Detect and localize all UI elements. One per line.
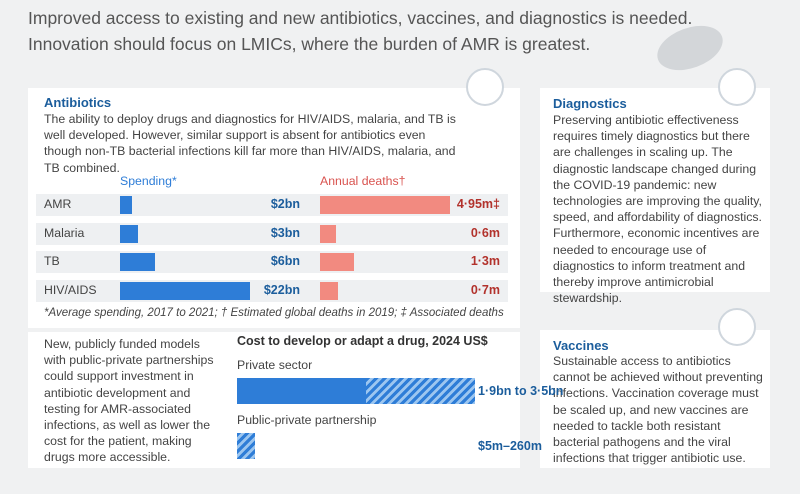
microscope-icon bbox=[718, 68, 756, 106]
value-label: 0·6m bbox=[470, 225, 500, 240]
panel-title: Vaccines bbox=[553, 338, 609, 353]
chart-title: Cost to develop or adapt a drug, 2024 US… bbox=[237, 334, 488, 348]
category-label: Public-private partnership bbox=[237, 413, 377, 427]
category-label: Private sector bbox=[237, 358, 313, 372]
value-label: $22bn bbox=[263, 282, 300, 297]
pill-icon bbox=[466, 68, 504, 106]
diagnostics-panel bbox=[540, 88, 770, 292]
category-label: AMR bbox=[44, 197, 72, 211]
value-label: 4·95m‡ bbox=[456, 197, 500, 211]
value-label: $5m–260m bbox=[478, 439, 542, 453]
series-label: Annual deaths† bbox=[320, 174, 406, 188]
value-label: 1·9bn to 3·5bn bbox=[478, 384, 564, 398]
value-label: $2bn bbox=[270, 197, 300, 211]
bar bbox=[320, 281, 339, 300]
bar bbox=[120, 196, 132, 214]
series-label: Spending* bbox=[120, 174, 177, 188]
value-label: $3bn bbox=[270, 225, 300, 240]
value-label: 0·7m bbox=[470, 282, 500, 297]
headline: Innovation should focus on LMICs, where … bbox=[28, 34, 591, 54]
bar bbox=[120, 281, 250, 300]
panel-text: The ability to deploy drugs and diagnost… bbox=[44, 112, 456, 175]
bar-solid bbox=[237, 378, 367, 404]
headline: Improved access to existing and new anti… bbox=[28, 8, 693, 28]
category-label: Malaria bbox=[44, 225, 85, 240]
bar bbox=[320, 196, 450, 214]
category-label: TB bbox=[44, 254, 60, 268]
panel-text: Sustainable access to antibiotics cannot… bbox=[553, 354, 763, 466]
vaccines-panel bbox=[540, 330, 770, 468]
category-label: HIV/AIDS bbox=[44, 282, 97, 297]
bar bbox=[120, 253, 156, 271]
panel-title: Antibiotics bbox=[44, 95, 112, 110]
bar bbox=[120, 224, 138, 243]
bar-range bbox=[237, 433, 255, 459]
bar-range bbox=[366, 378, 475, 404]
row-band bbox=[36, 222, 508, 245]
value-label: 1·3m bbox=[470, 254, 500, 268]
bacteria-icon bbox=[657, 25, 723, 71]
bar bbox=[320, 253, 355, 271]
syringe-icon bbox=[718, 308, 756, 346]
footnote: *Average spending, 2017 to 2021; † Estim… bbox=[44, 307, 504, 319]
panel-title: Diagnostics bbox=[553, 96, 627, 111]
panel-text: Preserving antibiotic effectiveness requ… bbox=[553, 113, 762, 306]
value-label: $6bn bbox=[270, 254, 300, 268]
bar bbox=[320, 224, 336, 243]
panel-text: New, publicly funded models with public-… bbox=[44, 337, 214, 465]
